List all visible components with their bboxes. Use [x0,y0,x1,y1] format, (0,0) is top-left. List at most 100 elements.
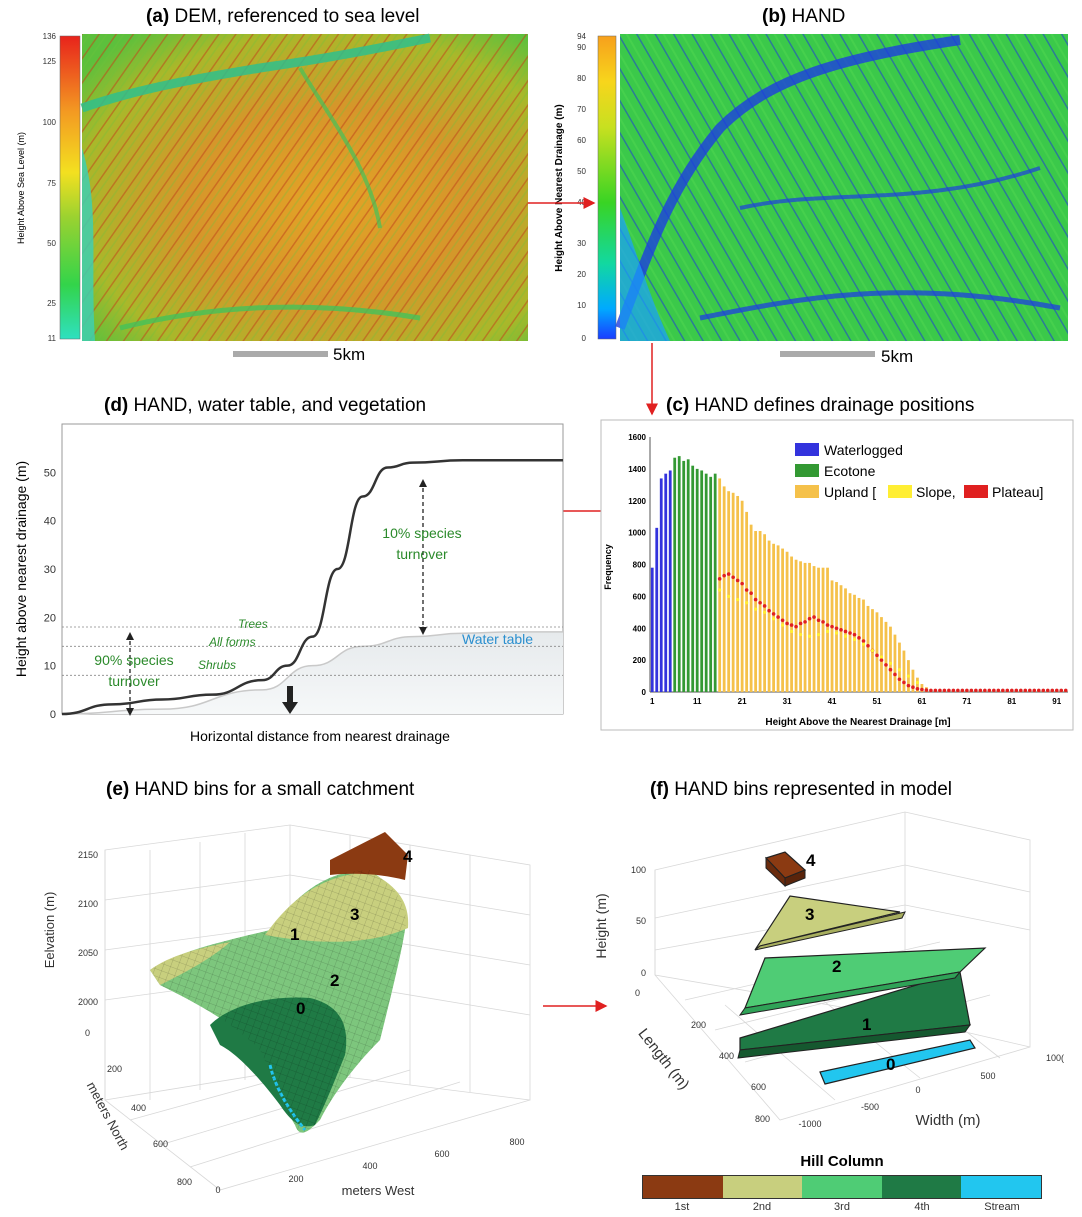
plateau-point [789,623,794,627]
plateau-point [902,680,906,685]
plateau-point [762,604,767,608]
cbar-a-tick: 136 [43,32,57,41]
plateau-point [843,629,848,634]
legend-c: Waterlogged Ecotone Upland [ Slope, Plat… [795,442,1043,500]
panel-c-title: (c) HAND defines drainage positions [666,395,975,416]
plateau-point [978,688,983,693]
e-xtick: 800 [509,1137,524,1147]
panel-d-profile: 0 10 20 30 40 50 10% species turnover 90% spe… [13,423,564,744]
histogram-bar [898,642,901,692]
plateau-point [879,658,884,662]
c-ytick: 800 [633,561,647,570]
terrain-profile-line [61,459,563,716]
vegetation-reference-lines [62,626,563,676]
f-bin-label-2: 2 [832,957,841,976]
cbar-b-tick: 40 [577,198,586,207]
histogram-bar [695,468,699,692]
histogram-bar [817,567,820,692]
hill-column-labels: 1st 2nd 3rd 4th Stream [642,1201,1042,1213]
e-ztick: 2150 [78,850,98,860]
legend-swatch-ecotone [795,464,819,477]
histogram-bar [731,492,735,692]
f-ytick: 600 [751,1082,766,1092]
cbar-b-tick: 0 [582,334,587,343]
plateau-point [1054,688,1059,693]
d-ytick: 0 [50,709,56,721]
plateau-point [767,608,771,613]
slope-point [798,633,803,637]
slope-point [906,674,911,678]
c-xtick: 1 [650,697,655,706]
histogram-bar [853,594,856,692]
plateau-point [1005,688,1010,693]
histogram-bar [686,459,690,692]
c-ytick: 0 [642,688,647,697]
plateau-point [749,591,753,595]
d-ytick: 40 [44,516,56,528]
histogram-bar [889,626,892,692]
panel-f-zlabel: Height (m) [593,893,609,958]
d-ytick: 10 [44,661,56,673]
cbar-b-tick: 20 [577,270,586,279]
plateau-point [897,677,902,682]
c-ytick: 1600 [628,433,646,442]
slope-point [843,634,848,638]
histogram-bar [893,634,897,692]
histogram-bar [767,540,771,692]
legend-swatch-plateau [964,485,988,498]
plateau-point [780,618,785,623]
f-ztick: 50 [636,916,646,926]
slope-point [780,623,785,627]
panel-e-bin-labels: 0 1 2 3 4 [290,847,413,1018]
cbar-a-tick: 25 [47,299,56,308]
panel-f-xlabel: Width (m) [916,1112,981,1129]
d-ytick: 20 [44,612,56,624]
f-xtick: -1000 [798,1119,821,1129]
f-xtick: 100( [1046,1053,1064,1063]
hill-label-1st: 1st [674,1201,690,1213]
histogram-bar [736,495,740,692]
panel-f-model: 0 1 2 3 4 100 50 0 0 200 400 600 800 -10… [593,811,1064,1129]
c-ytick: 1000 [628,529,646,538]
histogram-bar [799,561,802,692]
plateau-point [1027,688,1032,693]
panel-c-xlabel: Height Above the Nearest Drainage [m] [765,717,950,728]
bin-label-4: 4 [403,847,413,866]
histogram-bar [704,473,708,692]
scale-bar-b [780,351,875,357]
plateau-point [1045,688,1050,693]
panel-d-title: (d) HAND, water table, and vegetation [104,395,427,416]
plateau-point [911,685,915,690]
plateau-point [717,577,722,581]
panel-d-ylabel: Height above nearest drainage (m) [13,461,29,677]
plateau-point [726,572,731,576]
slope-point [736,597,740,602]
c-xtick: 21 [738,697,747,706]
histogram-bar [668,470,672,692]
histogram-bar [691,465,695,692]
panel-e-zticks: 2150 2100 2050 2000 [78,850,98,1007]
cbar-b-tick: 60 [577,136,586,145]
panel-f-title: (f) HAND bins represented in model [650,779,953,800]
histogram-bar [727,491,731,692]
legend-swatch-upland [795,485,819,498]
histogram-bar [884,621,888,692]
hill-swatch-2nd [722,1176,803,1198]
plateau-point [884,663,888,667]
plateau-point [1063,688,1068,693]
panel-a-title: (a) DEM, referenced to sea level [146,6,420,27]
histogram-bar [803,562,807,692]
scale-b-label: 5km [881,347,913,366]
f-bin-label-4: 4 [806,851,816,870]
cbar-b-tick: 80 [577,74,586,83]
plateau-point [956,688,960,693]
d-ytick: 50 [44,467,56,479]
e-ytick: 200 [107,1064,122,1074]
histogram-bar [655,527,659,692]
histogram-bar [713,473,717,692]
bin-label-2: 2 [330,971,339,990]
plateau-point [825,623,830,627]
colorbar-b-ticks: 94 90 80 70 60 50 40 30 20 10 0 [577,32,586,343]
panel-b-hand: 94 90 80 70 60 50 40 30 20 10 0 Height A… [554,32,1068,366]
